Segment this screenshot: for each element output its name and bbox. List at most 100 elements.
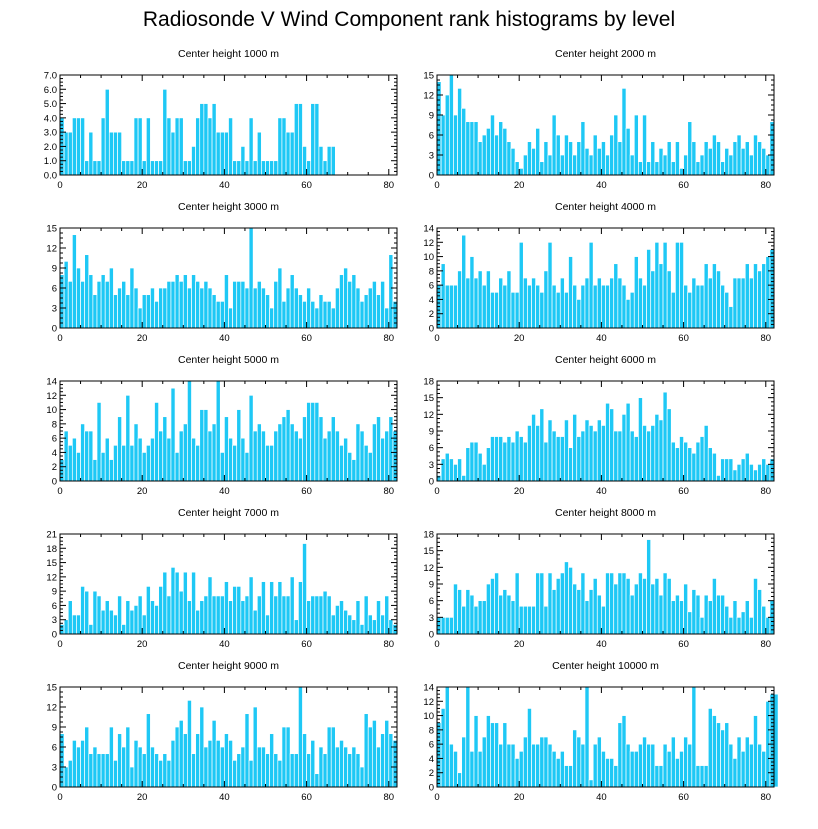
bar	[380, 733, 386, 788]
bar	[84, 430, 90, 482]
bar	[232, 444, 238, 482]
bar	[170, 387, 176, 482]
x-tick-label: 0	[434, 333, 439, 344]
bar	[178, 719, 184, 788]
bar	[531, 413, 536, 482]
bar	[261, 160, 266, 176]
bar	[195, 609, 201, 635]
bar	[601, 750, 606, 788]
bar	[506, 743, 512, 788]
bar	[605, 284, 610, 329]
bar	[170, 280, 176, 329]
bar	[154, 753, 159, 788]
bar	[613, 263, 619, 329]
bar	[84, 160, 90, 176]
bar	[559, 436, 565, 482]
bar	[539, 408, 545, 482]
bar	[720, 729, 726, 788]
bar	[174, 726, 180, 788]
y-tick-label: 0	[52, 783, 57, 794]
bar	[547, 154, 553, 176]
bar	[453, 750, 458, 788]
bar	[150, 746, 155, 788]
bar	[736, 463, 742, 482]
bar	[510, 600, 516, 635]
bar	[108, 131, 114, 176]
bar	[150, 160, 155, 176]
panel-title: Center height 5000 m	[178, 354, 279, 366]
bar	[335, 430, 340, 482]
bar	[666, 578, 672, 635]
bar	[490, 578, 495, 635]
bar	[757, 743, 763, 788]
bar	[518, 167, 524, 176]
bar	[318, 595, 324, 635]
bar	[736, 616, 742, 635]
bar	[502, 589, 508, 635]
y-tick-label: 12	[423, 563, 434, 574]
bar	[236, 280, 242, 329]
bar	[490, 114, 495, 176]
y-tick-label: 0	[429, 630, 434, 641]
bar	[211, 423, 217, 482]
bar	[265, 160, 270, 176]
bar	[453, 284, 458, 329]
bar	[757, 141, 763, 176]
bar	[564, 561, 569, 635]
x-tick-label: 0	[57, 486, 62, 497]
bar	[506, 436, 512, 482]
bar	[96, 402, 102, 482]
bar	[298, 581, 303, 635]
panel-3: Center height 3000 m 0 20 40 60 80 0 3 6 9 12 15	[46, 201, 398, 344]
bar	[224, 416, 229, 482]
bar	[720, 594, 726, 635]
bar	[207, 739, 213, 788]
bar	[195, 117, 201, 176]
bar	[498, 436, 504, 482]
bar	[158, 287, 164, 329]
bar	[240, 280, 246, 329]
bar	[502, 441, 508, 482]
bar	[621, 284, 627, 329]
bar	[670, 291, 676, 329]
bar	[629, 750, 635, 788]
y-tick-label: 6	[52, 743, 57, 754]
bar	[236, 409, 242, 482]
panel-title: Center height 6000 m	[555, 354, 656, 366]
bar	[448, 743, 454, 788]
bar	[125, 160, 131, 176]
bar	[711, 578, 717, 635]
bar	[461, 605, 467, 635]
bar	[174, 571, 180, 635]
bar	[281, 726, 287, 788]
bar	[711, 715, 717, 788]
panel-4: Center height 4000 m 0 20 40 60 80 0 2 4 6 8 10 12 14	[423, 201, 775, 344]
bar	[592, 134, 598, 176]
bar	[306, 287, 312, 329]
bar	[219, 452, 225, 482]
bar	[588, 589, 594, 635]
bar	[531, 147, 536, 176]
bar	[273, 430, 279, 482]
bar	[158, 759, 164, 788]
bar	[617, 430, 623, 482]
bar	[219, 131, 225, 176]
bar	[481, 600, 487, 635]
bar	[322, 753, 328, 788]
y-tick-label: 12	[423, 697, 434, 708]
bar	[256, 280, 262, 329]
bar	[232, 280, 238, 329]
bar	[187, 380, 192, 482]
bar	[67, 759, 73, 788]
bar	[498, 277, 504, 329]
y-tick-label: 9	[429, 111, 434, 122]
bar	[716, 722, 721, 788]
bar	[621, 572, 627, 635]
bar	[347, 452, 353, 482]
bar	[289, 131, 295, 176]
bar	[638, 397, 643, 482]
bar	[302, 146, 307, 176]
bar	[473, 441, 479, 482]
y-tick-label: 9	[429, 427, 434, 438]
bar	[469, 594, 475, 635]
